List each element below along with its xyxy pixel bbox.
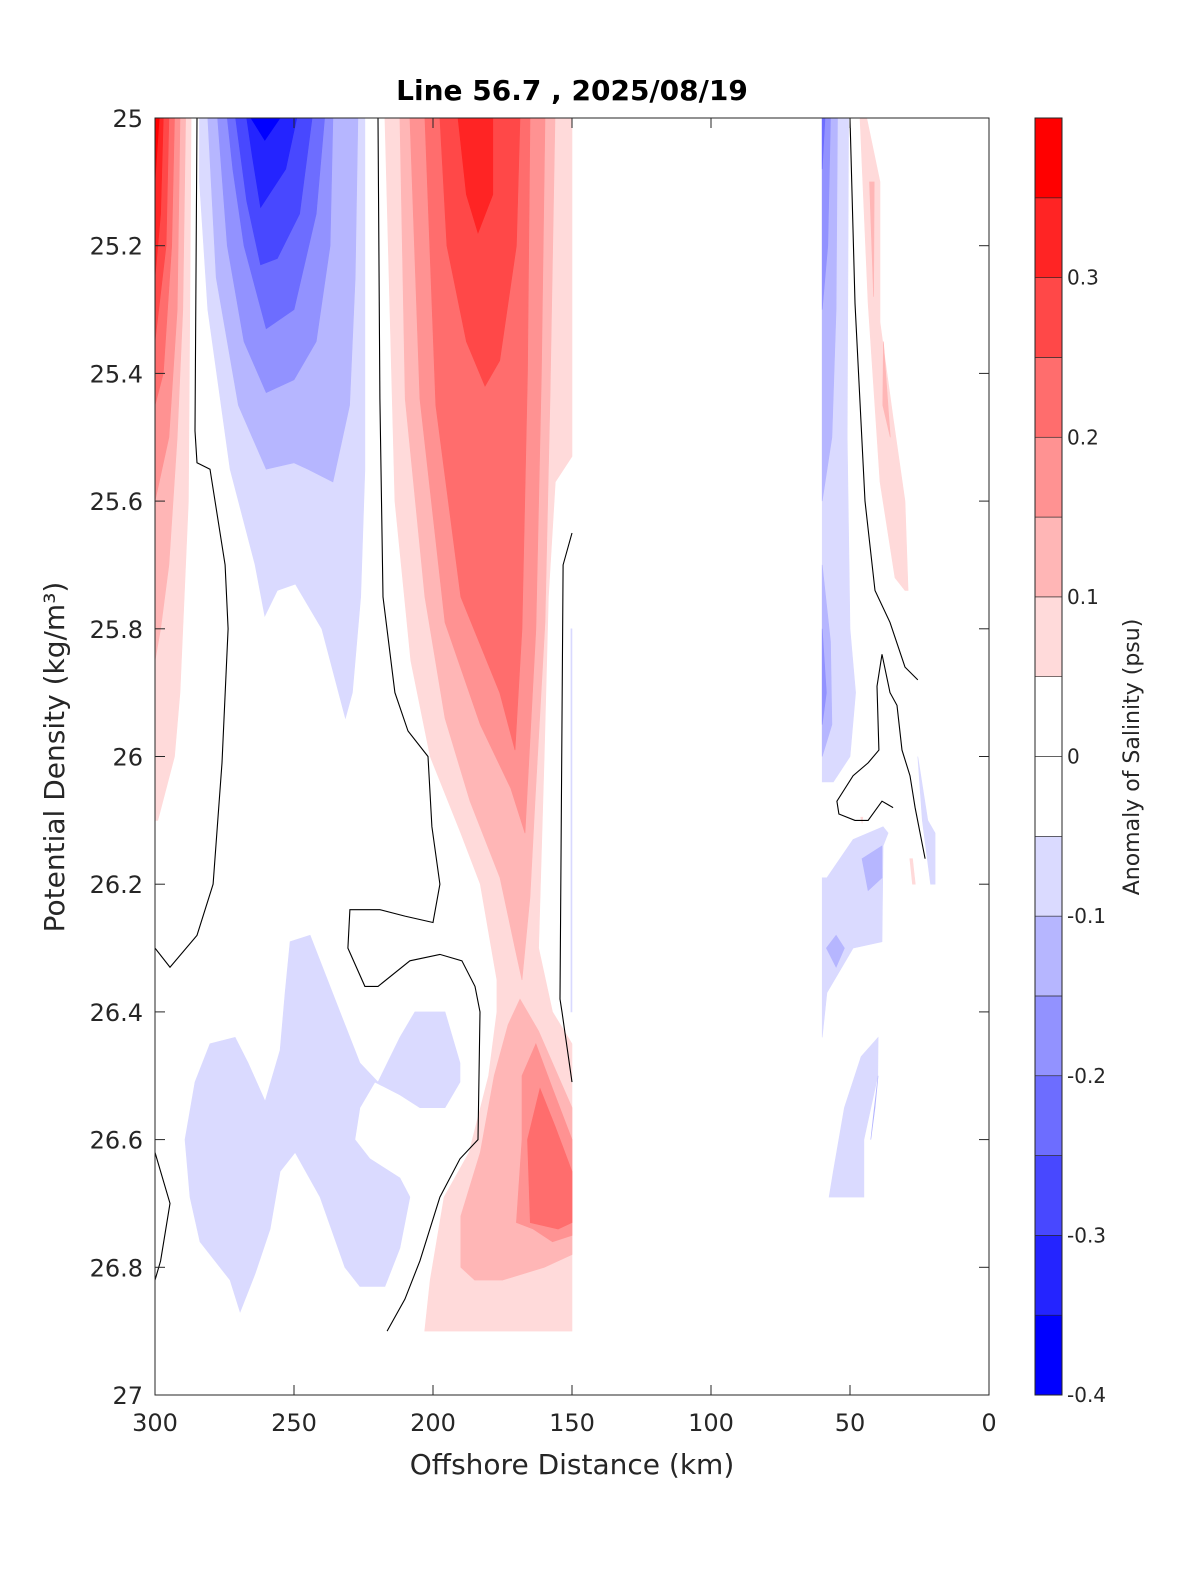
- contour-fill-region: [861, 845, 883, 892]
- contour-fill-region: [155, 118, 164, 278]
- x-tick-label: 100: [688, 1409, 734, 1437]
- colorbar-tick-label: 0: [1067, 745, 1080, 769]
- colorbar-band: [1034, 676, 1063, 757]
- zero-contour-line: [155, 1152, 171, 1281]
- colorbar-band: [1034, 277, 1063, 358]
- x-axis-label: Offshore Distance (km): [410, 1448, 735, 1481]
- contour-fill-region: [826, 934, 845, 968]
- colorbar-tick-label: -0.3: [1067, 1223, 1106, 1247]
- colorbar-band: [1034, 197, 1063, 278]
- colorbar-band: [1034, 1314, 1063, 1396]
- colorbar-band: [1034, 995, 1063, 1077]
- colorbar-tick-label: 0.3: [1067, 266, 1099, 290]
- colorbar-band: [1034, 915, 1063, 997]
- y-tick-label: 26.8: [90, 1254, 143, 1282]
- y-tick-label: 26.6: [90, 1127, 143, 1155]
- contour-fill-region: [917, 756, 936, 885]
- zero-contour-line: [849, 118, 919, 681]
- y-tick-label: 27: [112, 1382, 143, 1410]
- zero-contour-line: [347, 118, 481, 1332]
- contour-fill-region: [821, 118, 826, 170]
- x-tick-label: 250: [271, 1409, 317, 1437]
- colorbar-band: [1034, 836, 1063, 917]
- x-tick-label: 50: [835, 1409, 866, 1437]
- colorbar-band: [1034, 1155, 1063, 1236]
- colorbar-band: [1034, 756, 1063, 837]
- colorbar-band: [1034, 357, 1063, 438]
- contour-fill-region: [527, 1087, 573, 1230]
- chart-title: Line 56.7 , 2025/08/19: [396, 74, 748, 107]
- y-tick-label: 26: [112, 744, 143, 772]
- contour-fill-region: [870, 1075, 879, 1140]
- contour-fill-region: [909, 858, 916, 885]
- y-tick-label: 25.4: [90, 360, 143, 388]
- zero-contour-line: [559, 532, 573, 1083]
- colorbar-band: [1034, 436, 1063, 518]
- zero-contour-line: [836, 654, 894, 821]
- zero-contour-line: [881, 654, 926, 859]
- x-tick-label: 300: [132, 1409, 178, 1437]
- colorbar-band: [1034, 117, 1063, 199]
- colorbar-tick-label: -0.2: [1067, 1064, 1106, 1088]
- y-tick-label: 25: [112, 105, 143, 133]
- colorbar-tick-label: -0.4: [1067, 1383, 1106, 1407]
- y-axis: 25 25.2 25.4 25.6 25.8 26 26.2 26.4 26.6 26.8 27: [90, 105, 989, 1410]
- x-tick-label: 0: [981, 1409, 996, 1437]
- colorbar-tick-label: 0.2: [1067, 425, 1099, 449]
- contour-fill-region: [882, 341, 891, 438]
- y-axis-label: Potential Density (kg/m³): [38, 582, 71, 933]
- contour-fills: [155, 118, 936, 1332]
- contour-fill-region: [155, 118, 160, 182]
- contour-fill-region: [457, 118, 494, 234]
- x-tick-label: 150: [549, 1409, 595, 1437]
- colorbar-band: [1034, 1235, 1063, 1316]
- x-tick-label: 200: [410, 1409, 456, 1437]
- y-tick-label: 26.4: [90, 999, 143, 1027]
- contour-fill-region: [184, 934, 461, 1313]
- x-axis: 300 250 200 150 100 50 0: [132, 118, 997, 1437]
- contour-fill-region: [828, 1036, 879, 1198]
- y-tick-label: 25.8: [90, 616, 143, 644]
- colorbar-band: [1034, 596, 1063, 677]
- colorbar-band: [1034, 1075, 1063, 1156]
- colorbar-tick-label: -0.1: [1067, 904, 1106, 928]
- colorbar-band: [1034, 516, 1063, 598]
- contour-fill-region: [570, 628, 573, 1013]
- y-tick-label: 25.2: [90, 233, 143, 261]
- zero-contour-lines: [155, 118, 926, 1332]
- contour-fill-region: [439, 118, 521, 387]
- contour-fill-region: [821, 118, 831, 310]
- colorbar: -0.4 -0.3 -0.2 -0.1 0 0.1 0.2 0.3: [1034, 117, 1106, 1407]
- colorbar-frame: [1034, 117, 1063, 1396]
- y-tick-label: 26.2: [90, 871, 143, 899]
- contour-fill-region: [250, 118, 281, 141]
- zero-contour-line: [155, 118, 229, 969]
- colorbar-tick-label: 0.1: [1067, 585, 1099, 609]
- contour-fill-region: [821, 628, 827, 725]
- contour-fill-region: [869, 181, 875, 297]
- y-tick-label: 25.6: [90, 488, 143, 516]
- colorbar-label: Anomaly of Salinity (psu): [1120, 619, 1145, 896]
- contour-fill-region: [246, 118, 298, 209]
